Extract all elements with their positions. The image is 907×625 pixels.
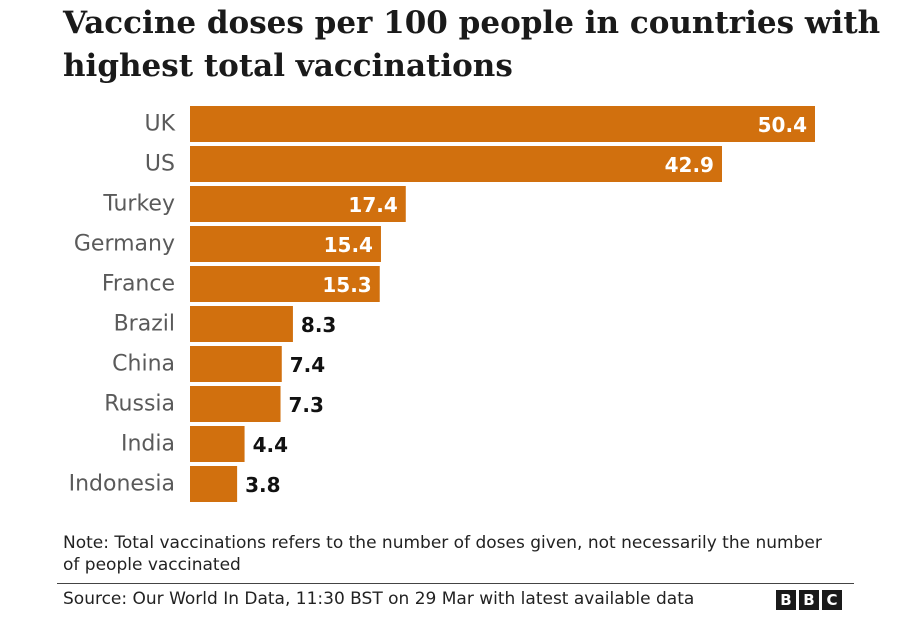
value-label: 7.4 [290,353,325,377]
category-label: China [112,352,175,377]
value-label: 15.3 [322,273,371,297]
value-label: 3.8 [245,473,280,497]
category-label: US [145,152,175,177]
category-label: France [102,272,175,297]
logo-letter-b1: B [776,590,796,610]
bar [190,466,238,502]
category-label: Russia [104,392,175,417]
category-labels: UK US Turkey Germany France Brazil China Russia… [69,112,176,497]
value-labels: 50.4 42.9 17.4 15.4 15.3 8.3 7.4 7.34.4 3.8 [245,113,807,497]
value-label: 4.4 [253,433,288,457]
category-label: Indonesia [69,472,175,497]
category-label: Brazil [114,312,175,337]
bar-chart: UK US Turkey Germany France Brazil China Russia… [69,106,815,502]
bars [190,106,815,502]
bar [190,386,281,422]
value-label: 50.4 [758,113,807,137]
chart-note: Note: Total vaccinations refers to the n… [63,533,822,575]
category-label: Germany [74,232,175,257]
category-label: Turkey [102,192,175,217]
bar [190,266,380,302]
bar [190,186,406,222]
category-label: UK [144,112,175,137]
chart-title: Vaccine doses per 100 people in countrie… [63,5,881,84]
value-label: 15.4 [324,233,373,257]
value-label: 8.3 [301,313,336,337]
value-label: 17.4 [348,193,397,217]
bar [190,106,815,142]
bar [190,146,722,182]
value-label: 7.3 [289,393,324,417]
footer-divider [57,583,854,584]
logo-letter-c: C [822,590,842,610]
chart-source: Source: Our World In Data, 11:30 BST on … [63,589,695,609]
value-label: 42.9 [665,153,714,177]
bbc-logo: B B C [776,590,842,610]
bar [190,426,245,462]
bar [190,346,282,382]
category-label: India [121,432,175,457]
logo-letter-b2: B [799,590,819,610]
bar [190,306,293,342]
bar [190,226,381,262]
